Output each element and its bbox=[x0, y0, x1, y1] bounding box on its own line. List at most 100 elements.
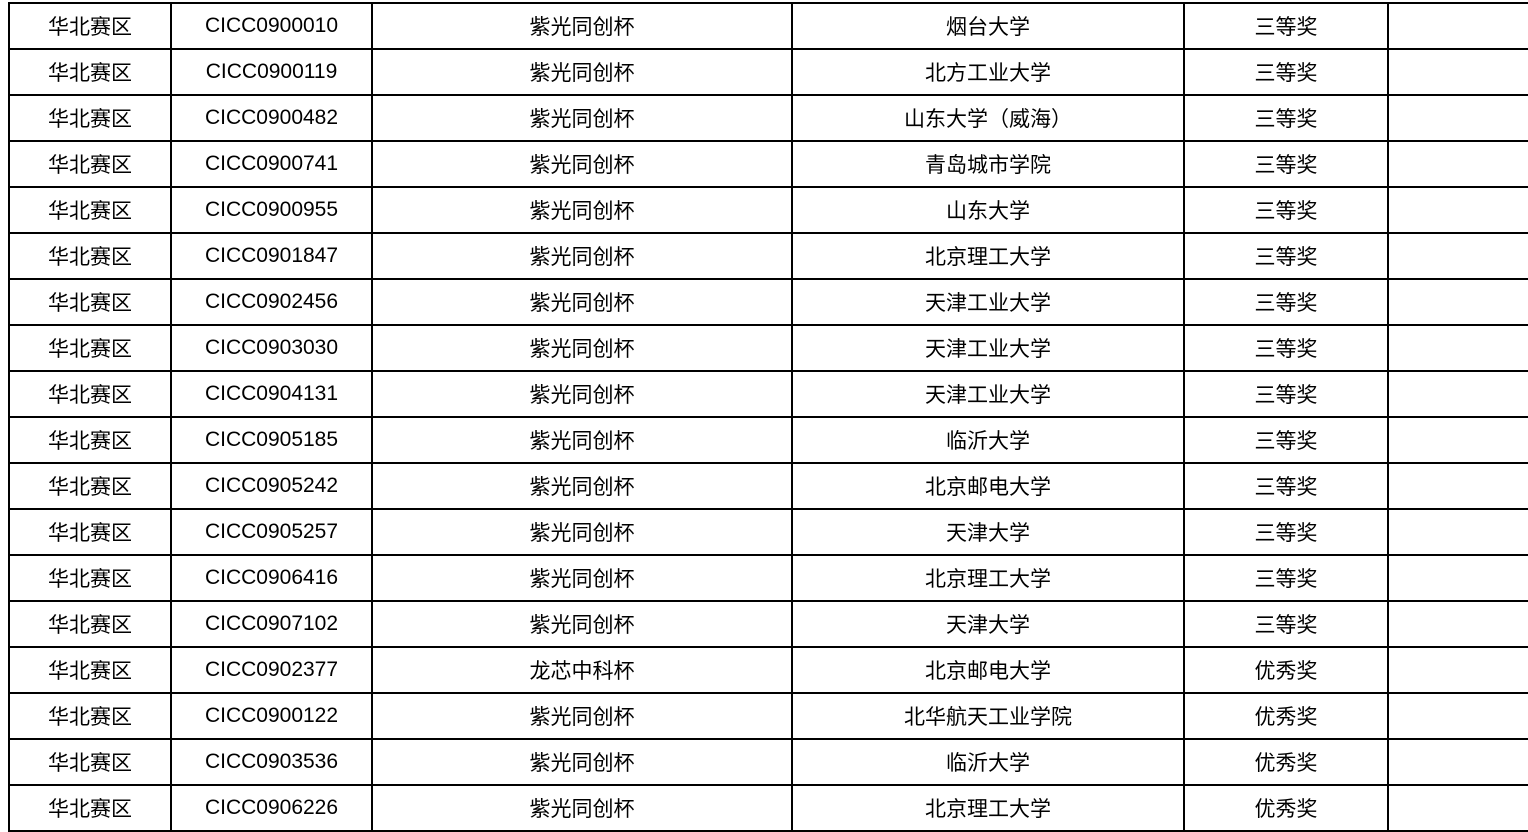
table-row: 华北赛区 CICC0900955 紫光同创杯 山东大学 三等奖 bbox=[8, 186, 1528, 234]
cell-cup: 龙芯中科杯 bbox=[371, 646, 793, 694]
table-row: 华北赛区 CICC0902456 紫光同创杯 天津工业大学 三等奖 bbox=[8, 278, 1528, 326]
table-row: 华北赛区 CICC0902377 龙芯中科杯 北京邮电大学 优秀奖 bbox=[8, 646, 1528, 694]
cell-university: 北京邮电大学 bbox=[791, 646, 1185, 694]
cell-notes bbox=[1387, 416, 1528, 464]
cell-cup: 紫光同创杯 bbox=[371, 140, 793, 188]
cell-entry-id: CICC0902456 bbox=[170, 278, 373, 326]
cell-entry-id: CICC0906416 bbox=[170, 554, 373, 602]
cell-award: 三等奖 bbox=[1183, 554, 1389, 602]
table-row: 华北赛区 CICC0900122 紫光同创杯 北华航天工业学院 优秀奖 bbox=[8, 692, 1528, 740]
cell-entry-id: CICC0903536 bbox=[170, 738, 373, 786]
table-row: 华北赛区 CICC0900482 紫光同创杯 山东大学（威海） 三等奖 bbox=[8, 94, 1528, 142]
cell-award: 三等奖 bbox=[1183, 278, 1389, 326]
cell-award: 优秀奖 bbox=[1183, 738, 1389, 786]
cell-notes bbox=[1387, 462, 1528, 510]
cell-notes bbox=[1387, 600, 1528, 648]
cell-region: 华北赛区 bbox=[8, 508, 172, 556]
cell-award: 优秀奖 bbox=[1183, 784, 1389, 832]
cell-award: 三等奖 bbox=[1183, 370, 1389, 418]
cell-entry-id: CICC0900482 bbox=[170, 94, 373, 142]
cell-cup: 紫光同创杯 bbox=[371, 232, 793, 280]
cell-award: 优秀奖 bbox=[1183, 646, 1389, 694]
cell-cup: 紫光同创杯 bbox=[371, 554, 793, 602]
cell-entry-id: CICC0900122 bbox=[170, 692, 373, 740]
cell-university: 北京理工大学 bbox=[791, 554, 1185, 602]
table-row: 华北赛区 CICC0906226 紫光同创杯 北京理工大学 优秀奖 bbox=[8, 784, 1528, 832]
cell-cup: 紫光同创杯 bbox=[371, 692, 793, 740]
cell-entry-id: CICC0903030 bbox=[170, 324, 373, 372]
cell-region: 华北赛区 bbox=[8, 554, 172, 602]
awards-table-body: 华北赛区 CICC0900010 紫光同创杯 烟台大学 三等奖 华北赛区 CICC09001… bbox=[8, 2, 1528, 832]
cell-region: 华北赛区 bbox=[8, 600, 172, 648]
cell-region: 华北赛区 bbox=[8, 784, 172, 832]
cell-region: 华北赛区 bbox=[8, 186, 172, 234]
cell-region: 华北赛区 bbox=[8, 738, 172, 786]
cell-cup: 紫光同创杯 bbox=[371, 2, 793, 50]
table-row: 华北赛区 CICC0907102 紫光同创杯 天津大学 三等奖 bbox=[8, 600, 1528, 648]
cell-award: 三等奖 bbox=[1183, 186, 1389, 234]
cell-university: 北京理工大学 bbox=[791, 232, 1185, 280]
cell-university: 天津大学 bbox=[791, 600, 1185, 648]
cell-region: 华北赛区 bbox=[8, 462, 172, 510]
cell-cup: 紫光同创杯 bbox=[371, 94, 793, 142]
cell-cup: 紫光同创杯 bbox=[371, 416, 793, 464]
cell-university: 临沂大学 bbox=[791, 416, 1185, 464]
cell-region: 华北赛区 bbox=[8, 278, 172, 326]
cell-region: 华北赛区 bbox=[8, 48, 172, 96]
table-row: 华北赛区 CICC0901847 紫光同创杯 北京理工大学 三等奖 bbox=[8, 232, 1528, 280]
cell-university: 天津大学 bbox=[791, 508, 1185, 556]
table-row: 华北赛区 CICC0905257 紫光同创杯 天津大学 三等奖 bbox=[8, 508, 1528, 556]
cell-notes bbox=[1387, 278, 1528, 326]
table-row: 华北赛区 CICC0904131 紫光同创杯 天津工业大学 三等奖 bbox=[8, 370, 1528, 418]
cell-award: 三等奖 bbox=[1183, 232, 1389, 280]
cell-award: 三等奖 bbox=[1183, 48, 1389, 96]
cell-entry-id: CICC0902377 bbox=[170, 646, 373, 694]
table-row: 华北赛区 CICC0905242 紫光同创杯 北京邮电大学 三等奖 bbox=[8, 462, 1528, 510]
document-page: 华北赛区 CICC0900010 紫光同创杯 烟台大学 三等奖 华北赛区 CICC09001… bbox=[8, 2, 1528, 832]
cell-award: 三等奖 bbox=[1183, 2, 1389, 50]
cell-entry-id: CICC0901847 bbox=[170, 232, 373, 280]
cell-region: 华北赛区 bbox=[8, 416, 172, 464]
cell-cup: 紫光同创杯 bbox=[371, 278, 793, 326]
table-row: 华北赛区 CICC0900119 紫光同创杯 北方工业大学 三等奖 bbox=[8, 48, 1528, 96]
cell-entry-id: CICC0904131 bbox=[170, 370, 373, 418]
cell-notes bbox=[1387, 186, 1528, 234]
cell-region: 华北赛区 bbox=[8, 692, 172, 740]
cell-region: 华北赛区 bbox=[8, 646, 172, 694]
cell-entry-id: CICC0900119 bbox=[170, 48, 373, 96]
cell-region: 华北赛区 bbox=[8, 2, 172, 50]
cell-cup: 紫光同创杯 bbox=[371, 324, 793, 372]
cell-entry-id: CICC0905242 bbox=[170, 462, 373, 510]
cell-university: 天津工业大学 bbox=[791, 370, 1185, 418]
cell-university: 北京邮电大学 bbox=[791, 462, 1185, 510]
cell-entry-id: CICC0905185 bbox=[170, 416, 373, 464]
cell-award: 优秀奖 bbox=[1183, 692, 1389, 740]
cell-cup: 紫光同创杯 bbox=[371, 462, 793, 510]
cell-notes bbox=[1387, 324, 1528, 372]
cell-notes bbox=[1387, 784, 1528, 832]
table-row: 华北赛区 CICC0903536 紫光同创杯 临沂大学 优秀奖 bbox=[8, 738, 1528, 786]
cell-award: 三等奖 bbox=[1183, 416, 1389, 464]
cell-university: 烟台大学 bbox=[791, 2, 1185, 50]
cell-university: 天津工业大学 bbox=[791, 324, 1185, 372]
cell-entry-id: CICC0907102 bbox=[170, 600, 373, 648]
cell-entry-id: CICC0900955 bbox=[170, 186, 373, 234]
table-row: 华北赛区 CICC0905185 紫光同创杯 临沂大学 三等奖 bbox=[8, 416, 1528, 464]
cell-award: 三等奖 bbox=[1183, 462, 1389, 510]
cell-notes bbox=[1387, 508, 1528, 556]
cell-notes bbox=[1387, 692, 1528, 740]
cell-notes bbox=[1387, 94, 1528, 142]
cell-cup: 紫光同创杯 bbox=[371, 600, 793, 648]
cell-region: 华北赛区 bbox=[8, 370, 172, 418]
cell-award: 三等奖 bbox=[1183, 600, 1389, 648]
cell-university: 山东大学（威海） bbox=[791, 94, 1185, 142]
cell-award: 三等奖 bbox=[1183, 508, 1389, 556]
cell-cup: 紫光同创杯 bbox=[371, 784, 793, 832]
cell-university: 临沂大学 bbox=[791, 738, 1185, 786]
cell-university: 青岛城市学院 bbox=[791, 140, 1185, 188]
cell-cup: 紫光同创杯 bbox=[371, 186, 793, 234]
cell-cup: 紫光同创杯 bbox=[371, 370, 793, 418]
cell-entry-id: CICC0900010 bbox=[170, 2, 373, 50]
cell-university: 山东大学 bbox=[791, 186, 1185, 234]
cell-award: 三等奖 bbox=[1183, 324, 1389, 372]
